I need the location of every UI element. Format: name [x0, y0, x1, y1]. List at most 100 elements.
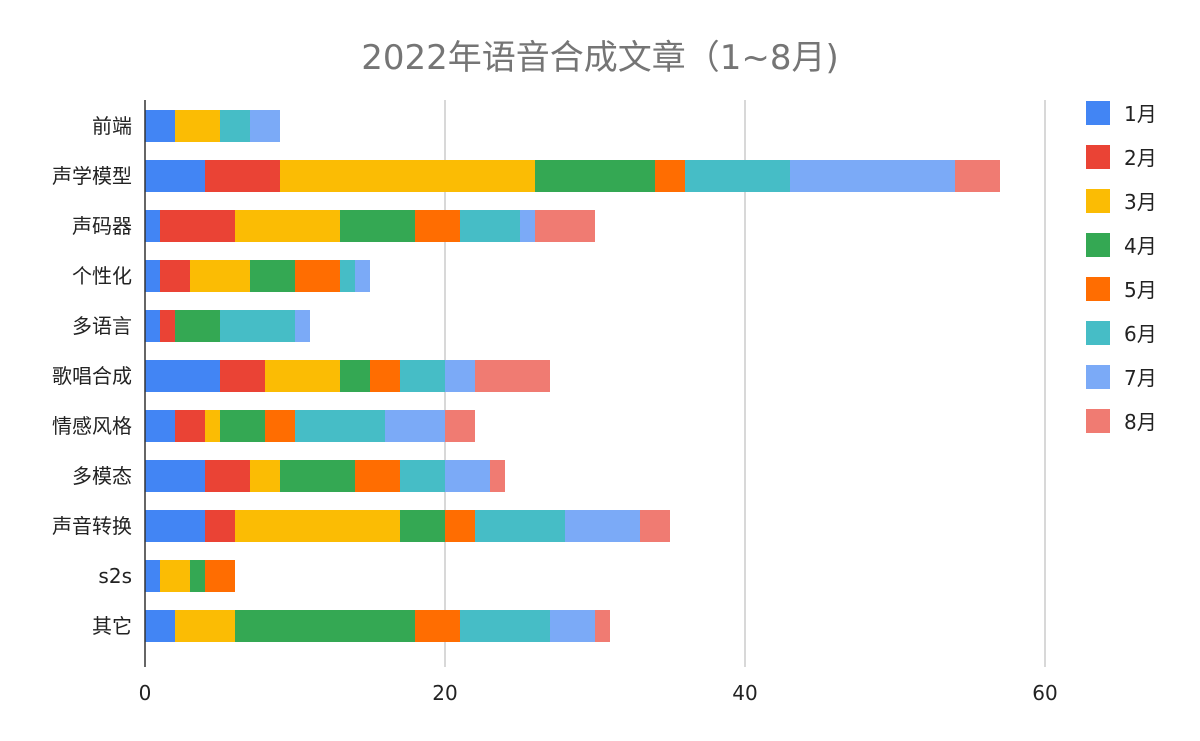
bar-segment [685, 160, 790, 192]
bar-segment [385, 410, 445, 442]
bar-segment [550, 610, 595, 642]
bar-segment [205, 160, 280, 192]
legend-label: 6月 [1124, 322, 1157, 346]
bar-segment [145, 610, 175, 642]
bar-segment [160, 260, 190, 292]
legend-swatch [1086, 101, 1110, 125]
legend-swatch [1086, 321, 1110, 345]
bar-segment [145, 560, 160, 592]
legend-swatch [1086, 145, 1110, 169]
legend-swatch [1086, 365, 1110, 389]
bar-segment [175, 110, 220, 142]
bar-segment [400, 460, 445, 492]
legend-label: 4月 [1124, 234, 1157, 258]
legend-label: 7月 [1124, 366, 1157, 390]
bar-segment [205, 410, 220, 442]
bar-segment [445, 510, 475, 542]
legend-label: 1月 [1124, 102, 1157, 126]
bar-segment [535, 160, 655, 192]
bar-segment [355, 260, 370, 292]
bar-segment [190, 560, 205, 592]
bar-segment [220, 410, 265, 442]
bar-segment [565, 510, 640, 542]
bar-segment [955, 160, 1000, 192]
bar-segment [220, 310, 295, 342]
bar-segment [355, 460, 400, 492]
bar-segment [400, 360, 445, 392]
chart-title: 2022年语音合成文章（1~8月) [361, 38, 839, 78]
category-label: 多模态 [72, 464, 132, 488]
bar-segment [235, 610, 415, 642]
bar-segment [235, 510, 400, 542]
bar-segment [340, 360, 370, 392]
bar-segment [235, 210, 340, 242]
bar-segment [160, 560, 190, 592]
bar-segment [145, 360, 220, 392]
bar-segment [490, 460, 505, 492]
x-tick-label: 0 [139, 681, 152, 705]
category-label: 声码器 [72, 214, 132, 238]
bar-segment [175, 310, 220, 342]
bar-segment [250, 260, 295, 292]
legend: 1月 2月 3月 4月 5月 6月 7月 8月 [1086, 101, 1157, 434]
bar-segment [400, 510, 445, 542]
category-label: 情感风格 [52, 414, 132, 438]
bar-segment [205, 560, 235, 592]
category-label: 声学模型 [52, 164, 132, 188]
bar-segment [250, 110, 280, 142]
legend-label: 5月 [1124, 278, 1157, 302]
category-label: 声音转换 [52, 514, 132, 538]
category-label: s2s [98, 564, 132, 588]
bar-segment [460, 210, 520, 242]
bar-segment [370, 360, 400, 392]
bar-segment [340, 210, 415, 242]
category-label: 其它 [92, 614, 132, 638]
bar-segment [145, 510, 205, 542]
legend-swatch [1086, 233, 1110, 257]
bar-segment [535, 210, 595, 242]
x-tick-label: 40 [732, 681, 757, 705]
bar-segment [160, 210, 235, 242]
legend-label: 8月 [1124, 410, 1157, 434]
bar-segment [205, 510, 235, 542]
bar-segment [220, 110, 250, 142]
bar-segment [145, 260, 160, 292]
bar-segment [190, 260, 250, 292]
legend-swatch [1086, 189, 1110, 213]
bar-segment [655, 160, 685, 192]
bar-segment [595, 610, 610, 642]
bar-segment [280, 160, 535, 192]
x-tick-label: 60 [1032, 681, 1057, 705]
bar-segment [295, 410, 385, 442]
legend-swatch [1086, 277, 1110, 301]
bar-segment [175, 610, 235, 642]
x-tick-label: 20 [432, 681, 457, 705]
bar-segment [790, 160, 955, 192]
bar-segment [145, 110, 175, 142]
bar-segment [145, 410, 175, 442]
bar-segment [145, 310, 160, 342]
bar-segment [145, 160, 205, 192]
bar-segment [175, 410, 205, 442]
category-label: 歌唱合成 [52, 364, 132, 388]
category-label: 多语言 [72, 314, 132, 338]
bar-segment [340, 260, 355, 292]
category-label: 个性化 [72, 264, 132, 288]
bar-segment [160, 310, 175, 342]
bar-segment [475, 360, 550, 392]
legend-label: 3月 [1124, 190, 1157, 214]
bar-segment [250, 460, 280, 492]
bar-segment [445, 360, 475, 392]
bar-segment [280, 460, 355, 492]
bar-segment [445, 410, 475, 442]
bar-segment [415, 210, 460, 242]
bar-segment [415, 610, 460, 642]
bar-segment [460, 610, 550, 642]
bar-segment [475, 510, 565, 542]
bar-segment [220, 360, 265, 392]
bar-segment [295, 260, 340, 292]
legend-swatch [1086, 409, 1110, 433]
bar-segment [145, 210, 160, 242]
bar-segment [145, 460, 205, 492]
